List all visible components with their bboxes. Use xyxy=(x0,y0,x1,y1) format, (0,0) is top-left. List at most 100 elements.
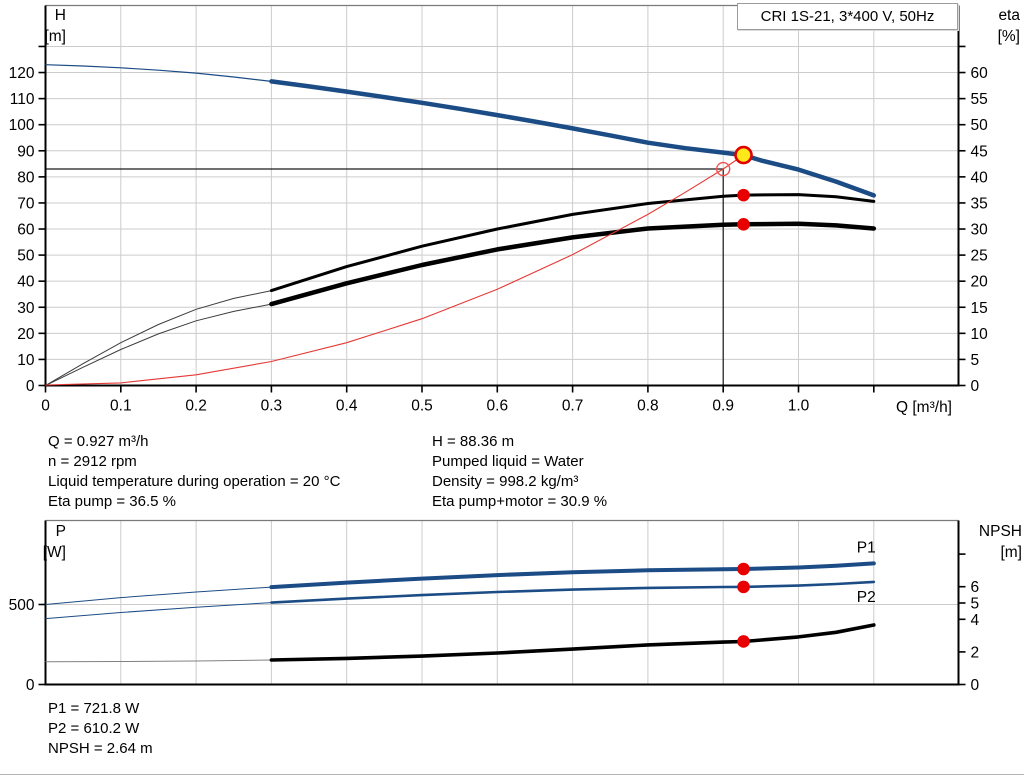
tick-label-left: 40 xyxy=(17,274,35,291)
eta-pump-motor-curve-thin xyxy=(45,303,272,386)
p1-curve-thin xyxy=(45,586,272,605)
tick-label-left: 90 xyxy=(17,143,35,160)
tick-label-x: 0.8 xyxy=(637,398,659,415)
tick-label-right: 35 xyxy=(971,195,988,212)
tick-label-left: 80 xyxy=(17,169,35,186)
qh-eta-chart-grid xyxy=(45,5,959,386)
duty-reference-lines xyxy=(45,168,724,386)
qh-curve-thick xyxy=(269,79,877,198)
power-npsh-chart-grid xyxy=(45,520,959,685)
tick-label-right: 40 xyxy=(971,169,989,186)
tick-label-left: 60 xyxy=(17,222,35,239)
p1-curve: P1 xyxy=(45,539,876,605)
h-axis-title-line2: [m] xyxy=(44,28,66,45)
eta-pump-curve-thin xyxy=(45,290,272,386)
qh-curve xyxy=(45,64,877,198)
tick-label-left: 120 xyxy=(9,65,35,82)
eta-pump-motor-curve xyxy=(45,221,877,386)
npsh-curve-thick xyxy=(269,623,876,662)
pumped-liquid-value: Pumped liquid = Water xyxy=(432,453,584,470)
power-npsh-chart-markers xyxy=(737,562,750,648)
tick-label-x: 0.6 xyxy=(487,398,509,415)
eta-pump-point xyxy=(737,188,750,202)
q-axis-title: Q [m³/h] xyxy=(896,399,952,416)
operating-data-left: Q = 0.927 m³/h n = 2912 rpm Liquid tempe… xyxy=(48,432,340,512)
power-npsh-chart-axes: 0 500 0 2 456 xyxy=(9,519,980,694)
p-axis-title: P [W] xyxy=(0,521,66,563)
flow-value: Q = 0.927 m³/h xyxy=(48,433,149,450)
eta-axis-title: eta [%] xyxy=(970,5,1020,47)
tick-label-right: 10 xyxy=(971,326,989,343)
pump-designation-box: CRI 1S-21, 3*400 V, 50Hz xyxy=(737,3,958,30)
tick-label-right: 4 xyxy=(971,612,980,629)
tick-label-x: 0.2 xyxy=(185,398,207,415)
liquid-temperature-value: Liquid temperature during operation = 20… xyxy=(48,473,341,490)
page-separator xyxy=(0,774,1024,775)
npsh-curve-thin xyxy=(45,659,272,663)
duty-point-marker[interactable] xyxy=(716,161,731,177)
eta-pump-curve-thick xyxy=(269,193,876,293)
npsh-value: NPSH = 2.64 m xyxy=(48,740,153,757)
tick-label-right: 55 xyxy=(971,91,988,108)
power-npsh-chart[interactable]: 0 500 0 2 456 P1 P2 xyxy=(0,515,1024,705)
speed-value: n = 2912 rpm xyxy=(48,453,137,470)
qh-eta-chart[interactable]: 0 10 20 30 40 50 60 70 80 90 100 110 120 0 5 10 15 20 25 30… xyxy=(0,0,1024,430)
tick-label-right: 0 xyxy=(971,677,980,694)
qh-curve-thin xyxy=(45,64,272,82)
tick-label-right: 2 xyxy=(971,644,980,661)
p2-curve-thick xyxy=(270,580,876,604)
tick-label-x: 0.9 xyxy=(712,398,734,415)
tick-label-left: 500 xyxy=(9,597,35,614)
p1-value: P1 = 721.8 W xyxy=(48,700,140,717)
tick-label-right: 20 xyxy=(971,274,989,291)
tick-label-right: 6 xyxy=(971,579,980,596)
p2-curve-thin xyxy=(45,602,272,620)
tick-label-left: 100 xyxy=(9,117,35,134)
eta-pump-value: Eta pump = 36.5 % xyxy=(48,493,176,510)
head-value: H = 88.36 m xyxy=(432,433,515,450)
operating-point-marker[interactable] xyxy=(734,145,753,165)
tick-label-left: 70 xyxy=(17,195,35,212)
operating-data-right: H = 88.36 m Pumped liquid = Water Densit… xyxy=(432,432,607,512)
tick-label-right: 5 xyxy=(971,596,980,613)
tick-label-right: 15 xyxy=(971,300,988,317)
tick-label-x: 0.7 xyxy=(562,398,584,415)
h-axis-title: H [m] xyxy=(0,5,66,47)
eta-axis-title-line1: eta xyxy=(998,7,1020,24)
tick-label-left: 110 xyxy=(10,91,35,108)
npsh-axis-title-line2: [m] xyxy=(1000,544,1022,561)
npsh-curve xyxy=(45,623,876,663)
p2-curve-label: P2 xyxy=(857,589,876,606)
tick-label-left: 10 xyxy=(17,352,35,369)
tick-label-x: 1.0 xyxy=(788,398,810,415)
tick-label-right: 60 xyxy=(971,65,989,82)
tick-label-right: 45 xyxy=(971,143,988,160)
p2-point xyxy=(737,580,750,594)
p1-curve-thick xyxy=(269,561,876,590)
tick-label-left: 0 xyxy=(26,378,35,395)
eta-pump-curve xyxy=(45,193,876,386)
density-value: Density = 998.2 kg/m³ xyxy=(432,473,579,490)
p-axis-title-line2: [W] xyxy=(42,544,66,561)
h-axis-title-line1: H xyxy=(54,7,66,24)
eta-pump-motor-value: Eta pump+motor = 30.9 % xyxy=(432,493,608,510)
tick-label-x: 0 xyxy=(41,398,50,415)
qh-eta-chart-markers xyxy=(716,145,753,231)
p1-point xyxy=(737,562,750,576)
tick-label-right: 30 xyxy=(971,222,989,239)
operating-data-bottom: P1 = 721.8 W P2 = 610.2 W NPSH = 2.64 m xyxy=(48,699,153,759)
tick-label-left: 20 xyxy=(17,326,35,343)
tick-label-left: 0 xyxy=(26,677,35,694)
system-curve-thin xyxy=(45,154,744,386)
npsh-axis-title: NPSH [m] xyxy=(952,521,1022,563)
p2-value: P2 = 610.2 W xyxy=(48,720,140,737)
tick-label-x: 0.5 xyxy=(411,398,433,415)
tick-label-x: 0.4 xyxy=(336,398,358,415)
tick-label-right: 50 xyxy=(971,117,989,134)
npsh-axis-title-line1: NPSH xyxy=(978,523,1022,540)
tick-label-x: 0.1 xyxy=(110,398,132,415)
tick-label-x: 0.3 xyxy=(261,398,283,415)
p1-curve-label: P1 xyxy=(857,539,876,556)
p-axis-title-line1: P xyxy=(55,523,66,540)
npsh-point xyxy=(737,635,750,648)
